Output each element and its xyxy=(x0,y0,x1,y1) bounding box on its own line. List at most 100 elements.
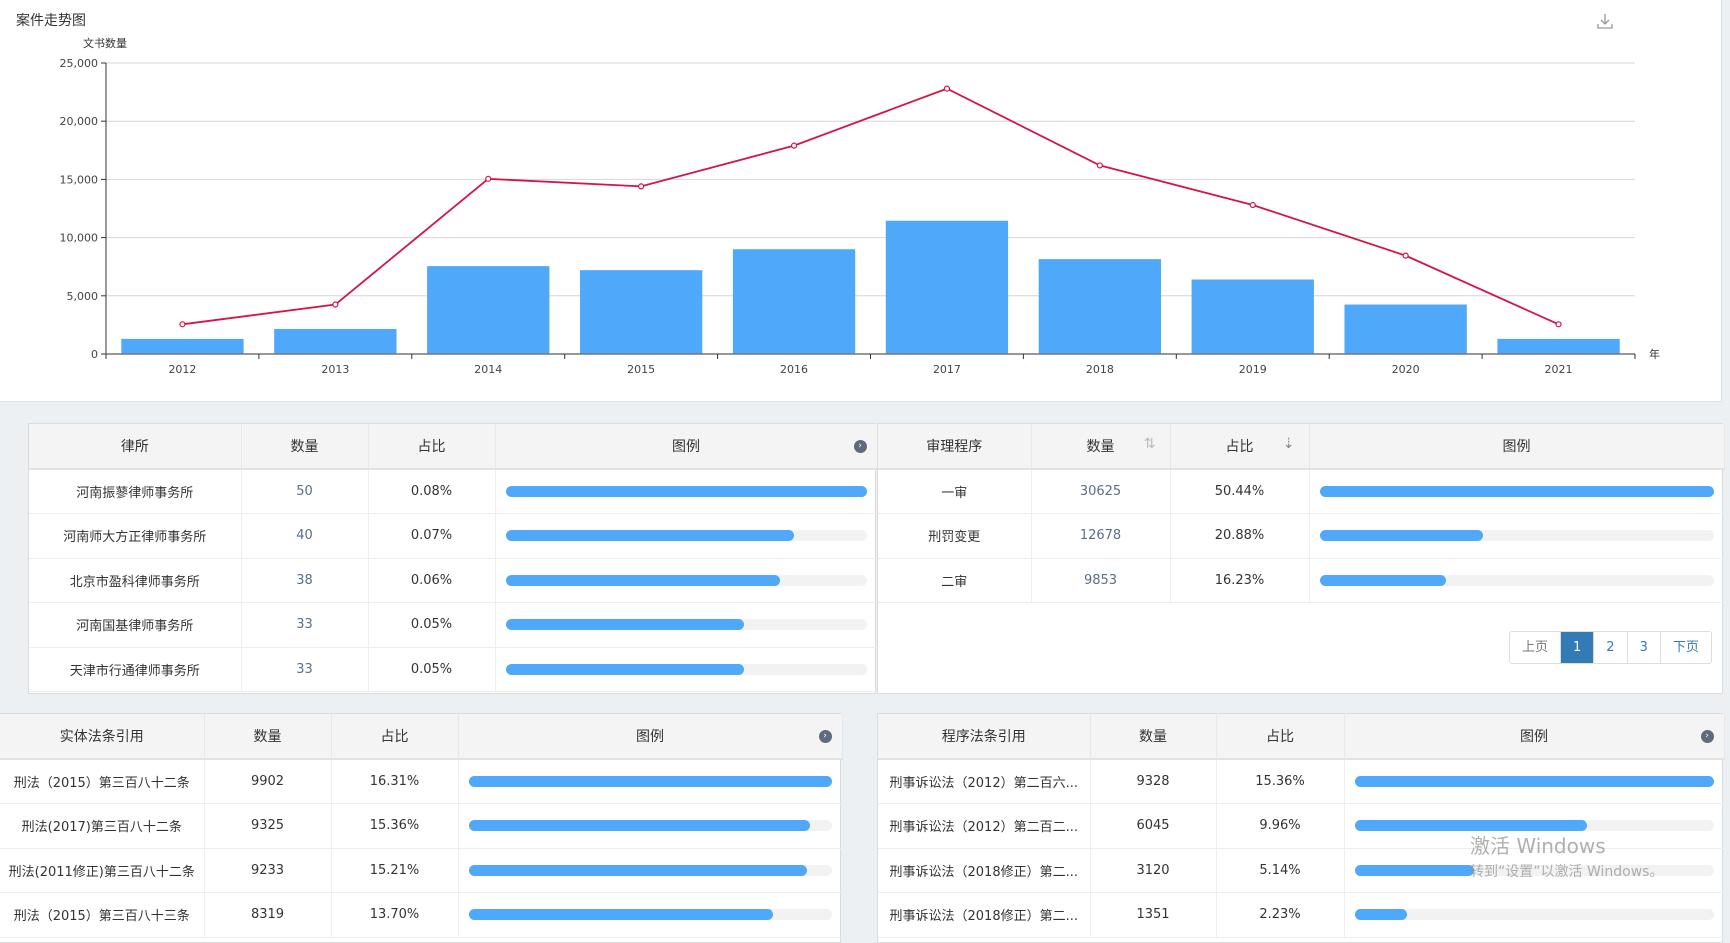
sort-desc-icon[interactable]: ⇣ xyxy=(1282,436,1295,452)
progress-track xyxy=(1354,820,1714,832)
y-tick-label: 20,000 xyxy=(60,115,99,128)
row-count: 9328 xyxy=(1090,759,1217,804)
row-count[interactable]: 40 xyxy=(241,513,369,559)
row-percent: 5.14% xyxy=(1216,848,1345,893)
row-name: 刑事诉讼法（2012）第二百二... xyxy=(878,803,1091,849)
line-point xyxy=(485,175,492,182)
row-name: 刑法（2015）第三百八十三条 xyxy=(0,892,205,938)
row-count[interactable]: 30625 xyxy=(1031,469,1171,514)
progress-fill xyxy=(1354,820,1588,832)
progress-track xyxy=(505,486,867,497)
row-count[interactable]: 38 xyxy=(241,558,369,603)
table-row: 刑法(2017)第三百八十二条 9325 15.36% xyxy=(0,803,843,849)
row-count[interactable]: 33 xyxy=(241,602,369,648)
y-tick-label: 15,000 xyxy=(60,173,99,186)
row-count[interactable]: 9853 xyxy=(1031,558,1171,603)
column-header[interactable]: 占比 xyxy=(331,714,459,760)
next-columns-icon[interactable]: › xyxy=(818,730,832,743)
line-point xyxy=(1555,321,1562,328)
row-name: 刑法(2017)第三百八十二条 xyxy=(0,803,205,849)
bar xyxy=(579,270,703,354)
progress-fill xyxy=(505,663,744,675)
row-percent: 0.06% xyxy=(368,558,496,603)
page-button[interactable]: 3 xyxy=(1627,632,1661,663)
column-header[interactable]: 占比 xyxy=(368,424,496,470)
chart-title: 案件走势图 xyxy=(16,13,86,29)
lawfirm-panel: 律所 数量 占比 图例 › 河南振蓼律师事务所 50 0.08% 河南师大方正律师事务所 40 0.… xyxy=(28,423,878,694)
bar xyxy=(121,338,244,354)
progress-track xyxy=(1354,909,1714,921)
column-header: 审理程序 xyxy=(878,424,1032,470)
page-button[interactable]: 1 xyxy=(1561,632,1595,663)
row-name: 天津市行通律师事务所 xyxy=(29,647,242,692)
column-header[interactable]: 占比 ⇣ xyxy=(1170,424,1310,470)
table-row: 刑罚变更 12678 20.88% xyxy=(878,513,1725,559)
table-row: 一审 30625 50.44% xyxy=(878,469,1725,514)
bar xyxy=(732,249,856,354)
page-button[interactable]: 2 xyxy=(1594,632,1628,663)
next-columns-icon[interactable]: › xyxy=(853,440,867,453)
pagination: 上页 1 2 3 下页 xyxy=(1509,631,1712,664)
table-row: 刑法（2015）第三百八十二条 9902 16.31% xyxy=(0,759,843,804)
line-point xyxy=(1249,201,1256,209)
line-point xyxy=(1096,162,1103,169)
table-row: 刑事诉讼法（2018修正）第二... 3120 5.14% xyxy=(878,848,1725,893)
row-name: 河南师大方正律师事务所 xyxy=(29,513,242,559)
column-header: 图例 › xyxy=(458,714,843,760)
table-row: 河南师大方正律师事务所 40 0.07% xyxy=(29,513,878,559)
column-header[interactable]: 占比 xyxy=(1216,714,1345,760)
column-header[interactable]: 数量 xyxy=(204,714,332,760)
row-percent: 15.36% xyxy=(1216,759,1345,804)
progress-fill xyxy=(1319,574,1447,586)
substantive-law-panel: 实体法条引用 数量 占比 图例 › 刑法（2015）第三百八十二条 9902 16.31% 刑法… xyxy=(0,713,843,943)
row-count[interactable]: 50 xyxy=(241,469,369,514)
next-page-button[interactable]: 下页 xyxy=(1660,632,1711,663)
column-header: 实体法条引用 xyxy=(0,714,205,760)
column-header: 图例 xyxy=(1309,424,1725,470)
row-count: 9233 xyxy=(204,848,332,893)
column-header[interactable]: 数量 xyxy=(1090,714,1217,760)
progress-track xyxy=(1319,530,1714,542)
row-percent: 0.08% xyxy=(368,469,496,514)
bar xyxy=(1191,279,1314,354)
table-row: 河南国基律师事务所 33 0.05% xyxy=(29,602,878,648)
progress-fill xyxy=(505,486,867,497)
progress-track xyxy=(1354,864,1714,876)
row-count[interactable]: 33 xyxy=(241,647,369,692)
column-header: 图例 › xyxy=(1344,714,1725,760)
next-columns-icon[interactable]: › xyxy=(1700,730,1714,743)
row-count[interactable]: 12678 xyxy=(1031,513,1171,559)
progress-fill xyxy=(505,619,744,631)
x-tick-label: 2019 xyxy=(1239,363,1267,376)
progress-track xyxy=(505,663,867,675)
column-header: 图例 › xyxy=(495,424,878,470)
progress-track xyxy=(468,909,832,921)
x-tick-label: 2012 xyxy=(168,363,196,376)
row-name: 河南国基律师事务所 xyxy=(29,602,242,648)
prev-page-button[interactable]: 上页 xyxy=(1510,632,1562,663)
procedural-law-panel: 程序法条引用 数量 占比 图例 › 刑事诉讼法（2012）第二百六... 9328 15.36… xyxy=(877,713,1725,943)
row-name: 二审 xyxy=(878,558,1032,603)
row-percent: 9.96% xyxy=(1216,803,1345,849)
row-percent: 20.88% xyxy=(1170,513,1310,559)
y-tick-label: 0 xyxy=(91,348,98,361)
x-tick-label: 2014 xyxy=(474,363,502,376)
download-icon[interactable] xyxy=(1596,12,1614,30)
line-point xyxy=(1402,252,1409,259)
row-percent: 16.23% xyxy=(1170,558,1310,603)
row-name: 河南振蓼律师事务所 xyxy=(29,469,242,514)
column-header: 程序法条引用 xyxy=(878,714,1091,760)
row-percent: 0.07% xyxy=(368,513,496,559)
column-header[interactable]: 数量 xyxy=(241,424,369,470)
bar xyxy=(274,328,397,354)
line-point xyxy=(332,301,339,308)
y-tick-label: 25,000 xyxy=(60,57,99,70)
table-row: 河南振蓼律师事务所 50 0.08% xyxy=(29,469,878,514)
row-count: 9902 xyxy=(204,759,332,804)
sort-icon[interactable]: ⇅ xyxy=(1143,436,1156,452)
column-header[interactable]: 数量 ⇅ xyxy=(1031,424,1171,470)
bar xyxy=(1344,304,1467,354)
row-count: 1351 xyxy=(1090,892,1217,938)
progress-fill xyxy=(468,776,832,787)
row-percent: 2.23% xyxy=(1216,892,1345,938)
